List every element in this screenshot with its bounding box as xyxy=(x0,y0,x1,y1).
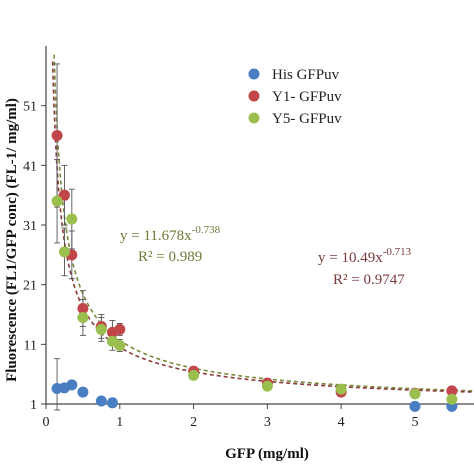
data-point-series-1 xyxy=(114,323,126,335)
x-tick-label: 2 xyxy=(190,415,197,430)
x-tick-label: 3 xyxy=(264,415,271,430)
data-point-series-2 xyxy=(114,340,126,352)
y-tick-label: 21 xyxy=(23,279,37,294)
data-point-series-0 xyxy=(409,400,421,412)
data-point-series-0 xyxy=(95,395,107,407)
data-point-series-0 xyxy=(66,379,78,391)
data-point-series-2 xyxy=(66,213,78,225)
r2-y1: R² = 0.9747 xyxy=(333,272,405,288)
data-point-series-2 xyxy=(77,311,89,323)
y-tick-label: 31 xyxy=(23,219,37,234)
axes xyxy=(41,46,474,409)
x-tick-label: 4 xyxy=(338,415,345,430)
x-tick-label: 5 xyxy=(411,415,418,430)
x-tick-label: 1 xyxy=(116,415,123,430)
data-point-series-2 xyxy=(261,380,273,392)
data-points xyxy=(51,130,458,412)
equation-y5: y = 11.678x-0.738 xyxy=(120,224,221,244)
data-point-series-2 xyxy=(188,369,200,381)
data-point-series-2 xyxy=(58,246,70,258)
data-point-series-0 xyxy=(77,386,89,398)
data-point-series-2 xyxy=(335,383,347,395)
data-point-series-2 xyxy=(95,323,107,335)
legend-marker-1 xyxy=(248,90,260,102)
x-axis-label: GFP (mg/ml) xyxy=(225,446,309,462)
legend: His GFPuv Y1- GFPuv Y5- GFPuv xyxy=(248,67,342,127)
legend-marker-0 xyxy=(248,68,260,80)
r2-y5: R² = 0.989 xyxy=(138,249,202,265)
y-tick-label: 51 xyxy=(23,100,37,115)
y-tick-label: 1 xyxy=(30,398,37,413)
data-point-series-0 xyxy=(106,397,118,409)
data-point-series-1 xyxy=(51,130,63,142)
data-point-series-1 xyxy=(58,189,70,201)
legend-label-0: His GFPuv xyxy=(272,67,340,83)
data-point-series-2 xyxy=(51,195,63,207)
legend-label-1: Y1- GFPuv xyxy=(272,89,342,105)
y-tick-label: 11 xyxy=(24,338,37,353)
y-tick-label: 41 xyxy=(23,159,37,174)
x-tick-label: 0 xyxy=(43,415,50,430)
y-axis-label: Fluorescence (FL1/GFP conc) (FL-1/ mg/ml… xyxy=(4,98,20,382)
trendline-equation-y1: y = 10.49x-0.713 R² = 0.9747 xyxy=(318,246,412,288)
equation-y1: y = 10.49x-0.713 xyxy=(318,246,412,266)
legend-label-2: Y5- GFPuv xyxy=(272,111,342,127)
data-point-series-2 xyxy=(409,388,421,400)
data-point-series-1 xyxy=(446,385,458,397)
legend-marker-2 xyxy=(248,112,260,124)
data-point-series-2 xyxy=(446,393,458,405)
data-point-series-1 xyxy=(77,303,89,315)
trendline-equation-y5: y = 11.678x-0.738 R² = 0.989 xyxy=(120,224,221,265)
